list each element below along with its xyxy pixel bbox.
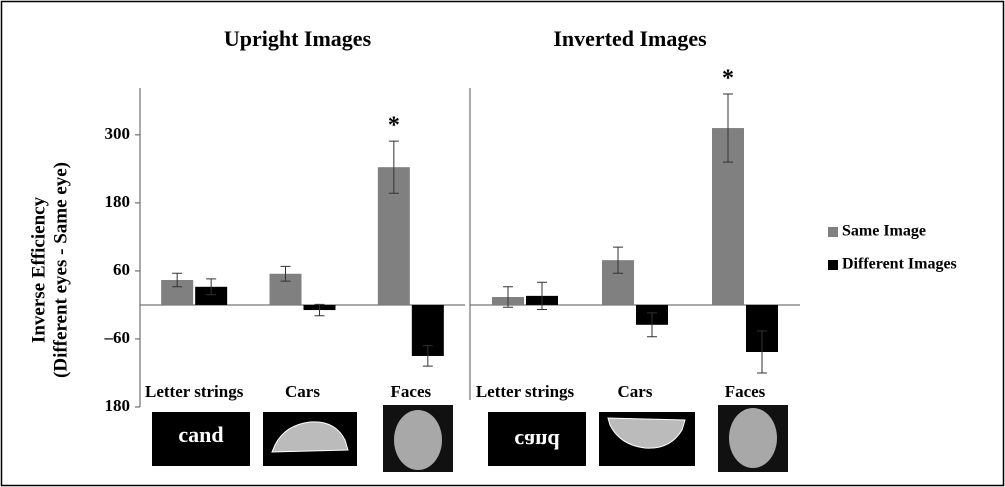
- bar: [195, 286, 228, 305]
- letter-image: [152, 412, 250, 466]
- error-bar: [757, 330, 767, 374]
- x-tick-label: Letter strings: [476, 382, 575, 401]
- letter-image: [488, 412, 586, 466]
- face-shape: [729, 408, 777, 468]
- y-tick-label: 180: [105, 396, 131, 415]
- image-text: cand: [178, 422, 223, 447]
- y-tick-label: –60: [104, 328, 131, 347]
- x-tick-label: Cars: [285, 382, 320, 401]
- annotation: *: [722, 66, 734, 92]
- x-tick-label: Letter strings: [145, 382, 244, 401]
- error-bar: [613, 246, 623, 274]
- legend-label: Different Images: [842, 256, 957, 273]
- error-bar: [422, 345, 433, 367]
- legend-swatch: [828, 227, 838, 237]
- image-text-inverted: cand: [514, 429, 559, 454]
- y-tick-label: 60: [113, 260, 130, 279]
- x-tick-label: Cars: [618, 382, 653, 401]
- x-tick-label: Faces: [725, 382, 766, 401]
- y-axis-label: Inverse Efficiency: [28, 196, 49, 343]
- panel-title: Upright Images: [224, 26, 372, 51]
- legend-swatch: [828, 260, 838, 270]
- error-bar: [537, 281, 547, 310]
- y-tick-label: 180: [105, 192, 131, 211]
- error-bar: [314, 303, 325, 317]
- y-axis-label: (Different eyes - Same eye): [50, 162, 71, 378]
- error-bar: [723, 93, 733, 163]
- panel-title: Inverted Images: [553, 26, 707, 51]
- car-shape: [271, 421, 349, 453]
- error-bar: [647, 312, 657, 338]
- error-bar: [280, 265, 291, 282]
- error-bar: [503, 286, 513, 308]
- error-bar: [388, 140, 399, 194]
- y-tick-label: 300: [105, 124, 131, 143]
- error-bar: [206, 278, 217, 296]
- car-shape: [607, 417, 686, 449]
- stimulus-images: cand cand: [152, 405, 788, 472]
- annotation: *: [388, 113, 400, 139]
- legend-label: Same Image: [842, 223, 926, 240]
- x-tick-label: Faces: [391, 382, 432, 401]
- error-bar: [172, 272, 183, 288]
- face-shape: [394, 410, 442, 470]
